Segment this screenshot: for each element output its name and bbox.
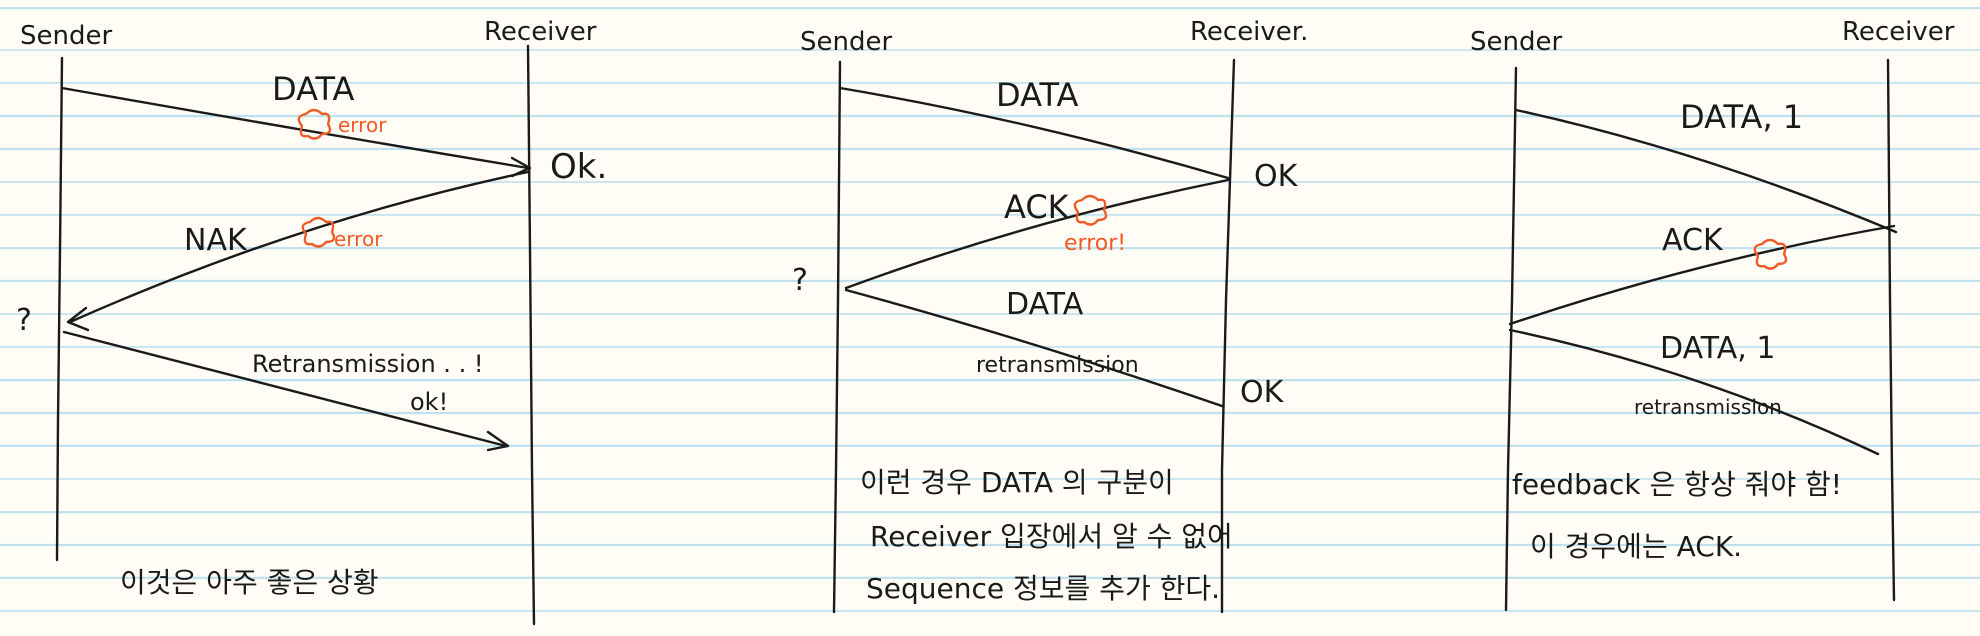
panel1-nak-label: NAK [184, 223, 248, 258]
panel2-data2-label: DATA [1006, 287, 1084, 322]
panel1-retransmission-label: Retransmission . . ! [252, 350, 483, 378]
panel2-data-arrow [838, 86, 1230, 180]
panel1-error-burst-icon [297, 108, 332, 140]
panel2-note-line-3: Sequence 정보를 추가 한다. [866, 572, 1220, 605]
panel1-ok2-label: ok! [410, 388, 448, 416]
panel1-question-mark: ? [16, 303, 32, 338]
panel3-receiver-lifeline [1886, 58, 1896, 602]
panel1-error2-burst-icon [301, 216, 336, 248]
panel1-receiver-lifeline [526, 44, 536, 626]
panel2-note-line-2: Receiver 입장에서 알 수 없어 [870, 520, 1233, 553]
panel3-data-label: DATA, 1 [1680, 98, 1803, 136]
panel3-note-line-1: feedback 은 항상 줘야 함! [1512, 468, 1842, 501]
panel1-sender-lifeline [55, 56, 64, 562]
panel2-note-line-1: 이런 경우 DATA 의 구분이 [860, 466, 1174, 499]
panel1-ok-label: Ok. [550, 147, 607, 187]
panel-nak-success: Sender Receiver DATA error Ok. NAK error… [16, 17, 607, 626]
panel2-ok-label: OK [1254, 159, 1299, 194]
panel3-retransmission-arrow [1508, 328, 1880, 456]
panel3-data2-label: DATA, 1 [1660, 331, 1775, 366]
panel3-sender-label: Sender [1470, 27, 1562, 57]
panel1-error2-label: error [334, 227, 383, 251]
panel2-ok2-label: OK [1240, 375, 1285, 410]
panel1-nak-arrowhead [66, 306, 90, 332]
panel2-question-mark: ? [792, 263, 808, 298]
panel1-retransmission-arrow [62, 330, 508, 448]
panel1-data-arrow [60, 86, 530, 170]
panel2-ack-label: ACK [1004, 188, 1070, 226]
panel1-data-label: DATA [272, 70, 355, 108]
panel2-sender-lifeline [832, 60, 842, 614]
panel1-sender-label: Sender [20, 21, 112, 51]
panel3-ack-arrow [1508, 224, 1896, 326]
panel2-retransmission-label: retransmission [976, 353, 1139, 378]
panel2-retransmission-arrow [844, 288, 1224, 408]
panel2-receiver-lifeline [1220, 58, 1236, 614]
panel1-nak-arrow [68, 170, 530, 324]
panel3-data-arrow [1514, 108, 1898, 234]
panel3-error-burst-icon [1753, 238, 1788, 270]
panel-ack-lost: Sender Receiver. DATA OK ACK error! ? DA… [792, 17, 1308, 614]
panel3-receiver-label: Receiver [1842, 17, 1955, 47]
panel3-note-line-2: 이 경우에는 ACK. [1530, 530, 1742, 563]
panel2-sender-label: Sender [800, 27, 892, 57]
panel-sequence-number: Sender Receiver DATA, 1 ACK DATA, 1 retr… [1470, 17, 1955, 612]
panel2-error-label: error! [1064, 231, 1126, 256]
panel2-error-burst-icon [1073, 194, 1108, 226]
panel1-note: 이것은 아주 좋은 상황 [120, 566, 379, 599]
panel1-error1-label: error [338, 113, 387, 137]
panel3-ack-label: ACK [1662, 223, 1724, 258]
panel2-data-label: DATA [996, 76, 1079, 114]
panel2-receiver-label: Receiver. [1190, 17, 1308, 47]
panel2-ack-arrow [844, 178, 1230, 290]
panel1-retransmission-arrowhead [486, 430, 510, 452]
panel3-sender-lifeline [1504, 66, 1518, 612]
panel1-receiver-label: Receiver [484, 17, 597, 47]
panel3-retransmission-label: retransmission [1634, 395, 1782, 419]
